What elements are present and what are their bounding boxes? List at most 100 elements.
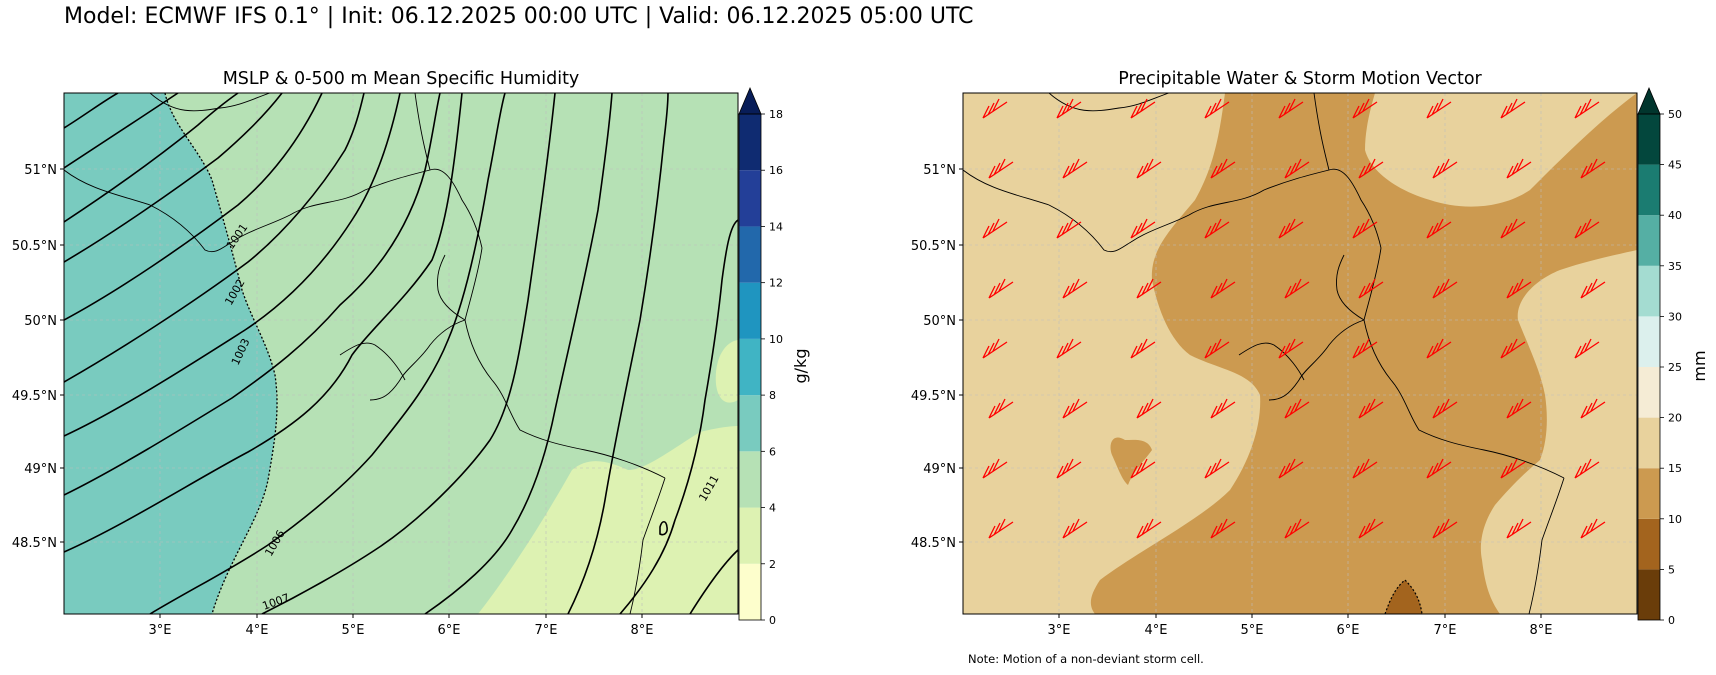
- wind-barb: [1056, 98, 1082, 119]
- wind-barb: [1352, 218, 1378, 239]
- humidity-6-contour: [164, 93, 278, 614]
- right-colorbar-band: [1638, 114, 1660, 165]
- lat-tick-label: 50.5°N: [12, 239, 57, 254]
- wind-barb-stroke: [1210, 158, 1236, 179]
- wind-barb-stroke: [1352, 458, 1378, 479]
- wind-barb-stroke: [1130, 458, 1156, 479]
- wind-barb: [1574, 458, 1600, 479]
- left-colorbar-band: [739, 507, 761, 564]
- right-colorbar-tick-label: 10: [1668, 513, 1682, 526]
- wind-barb: [1574, 338, 1600, 359]
- wind-barb-stroke: [1204, 458, 1230, 479]
- wind-barb-stroke: [1056, 458, 1082, 479]
- isobar-line: [64, 93, 365, 383]
- wind-barb-stroke: [1278, 458, 1304, 479]
- wind-barb: [1352, 338, 1378, 359]
- lat-tick-label: 49.5°N: [12, 389, 57, 404]
- right-colorbar-tick-label: 5: [1668, 563, 1675, 576]
- wind-barb: [988, 278, 1014, 299]
- wind-barb-stroke: [1506, 158, 1532, 179]
- isobar-line: [619, 219, 738, 614]
- wind-barb: [1426, 338, 1452, 359]
- left-colorbar-band: [739, 395, 761, 452]
- wind-barb: [1284, 278, 1310, 299]
- left-colorbar-band: [739, 338, 761, 396]
- wind-barb-stroke: [1574, 98, 1600, 119]
- wind-barb: [982, 218, 1008, 239]
- wind-barb-stroke: [988, 518, 1014, 539]
- wind-barb: [988, 518, 1014, 539]
- lat-tick-label: 48.5°N: [911, 536, 956, 551]
- wind-barb: [1062, 278, 1088, 299]
- wind-barb-stroke: [1358, 398, 1384, 419]
- wind-barb: [1130, 218, 1156, 239]
- wind-barb: [1204, 338, 1230, 359]
- wind-barb-stroke: [982, 98, 1008, 119]
- border-line: [1130, 168, 1382, 249]
- wind-barb: [1574, 98, 1600, 119]
- wind-barb: [1284, 518, 1310, 539]
- lat-tick-label: 50°N: [923, 314, 956, 329]
- wind-barb-stroke: [1432, 278, 1458, 299]
- wind-barb-stroke: [1500, 338, 1526, 359]
- border-line: [629, 477, 666, 614]
- pwat-5-contour: [1384, 579, 1423, 614]
- wind-barb-stroke: [1500, 98, 1526, 119]
- lat-tick-label: 51°N: [923, 163, 956, 178]
- wind-barb: [1136, 278, 1162, 299]
- wind-barb: [982, 338, 1008, 359]
- humidity-map: 1001 1002 1003 1006 1007 1011: [12, 92, 739, 638]
- wind-barb: [1500, 338, 1526, 359]
- wind-barb-stroke: [1358, 518, 1384, 539]
- wind-barb-stroke: [1506, 518, 1532, 539]
- left-borders: [64, 93, 666, 614]
- isobar-line: [64, 93, 323, 321]
- right-map-frame: [962, 92, 1638, 615]
- right-borders: [963, 93, 1565, 614]
- wind-barb-stroke: [1426, 218, 1452, 239]
- lon-tick-label: 6°E: [1337, 623, 1360, 638]
- wind-barb-stroke: [1062, 518, 1088, 539]
- lat-tick-label: 48.5°N: [12, 536, 57, 551]
- lon-tick-label: 8°E: [631, 623, 654, 638]
- lat-tick-label: 49°N: [923, 462, 956, 477]
- border-line: [369, 319, 466, 401]
- right-colorbar-tick-label: 30: [1668, 310, 1682, 323]
- lat-tick-label: 49°N: [24, 462, 57, 477]
- isobar-line: [424, 93, 613, 614]
- wind-barb-stroke: [982, 218, 1008, 239]
- right-colorbar-tick-label: 45: [1668, 159, 1682, 172]
- right-colorbar-tick-label: 20: [1668, 412, 1682, 425]
- border-line: [1528, 477, 1565, 614]
- isobar-line: [64, 93, 283, 263]
- wind-barb-stroke: [1352, 338, 1378, 359]
- wind-barb: [1426, 98, 1452, 119]
- wind-barb: [982, 98, 1008, 119]
- left-colorbar-tick-label: 12: [769, 277, 783, 290]
- wind-barb: [1056, 458, 1082, 479]
- wind-barb-stroke: [1130, 218, 1156, 239]
- wind-barb-stroke: [1210, 398, 1236, 419]
- wind-barb-stroke: [1056, 98, 1082, 119]
- left-panel-title: MSLP & 0-500 m Mean Specific Humidity: [222, 69, 580, 89]
- wind-barb: [1136, 398, 1162, 419]
- left-colorbar-band: [739, 451, 761, 508]
- pwat-band-5-10: [1385, 580, 1422, 614]
- wind-barb-stroke: [1284, 158, 1310, 179]
- wind-barb: [1278, 338, 1304, 359]
- lon-tick-label: 5°E: [342, 623, 365, 638]
- wind-barb-stroke: [1130, 98, 1156, 119]
- pwat-map: 3°E 4°E 5°E 6°E 7°E 8°E 51°N 50.5°N 50°N…: [911, 92, 1638, 638]
- right-colorbar-band: [1638, 316, 1660, 367]
- wind-barb: [1210, 518, 1236, 539]
- left-colorbar-band: [739, 226, 761, 283]
- wind-barb-stroke: [1062, 278, 1088, 299]
- left-colorbar-tick-label: 6: [769, 445, 776, 458]
- wind-barb-stroke: [1432, 398, 1458, 419]
- wind-barb-stroke: [1500, 218, 1526, 239]
- right-colorbar-tick-label: 35: [1668, 260, 1682, 273]
- storm-motion-barbs: [982, 98, 1606, 539]
- right-colorbar-extend-triangle: [1637, 86, 1661, 115]
- wind-barb-stroke: [1136, 518, 1162, 539]
- left-colorbar-tick-label: 10: [769, 333, 783, 346]
